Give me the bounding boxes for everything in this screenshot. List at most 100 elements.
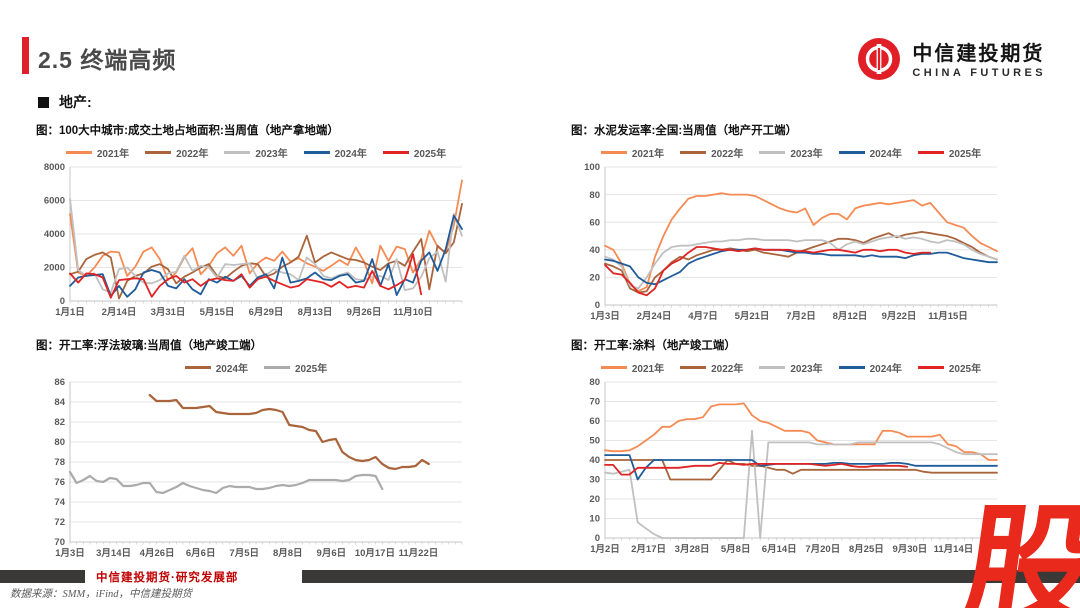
data-source-note: 数据来源：SMM，iFind，中信建投期货 [10,589,192,600]
logo-name-cn: 中信建投期货 [912,43,1045,66]
legend-swatch-icon [224,151,251,154]
legend-item: 2024年 [838,145,902,160]
square-bullet-icon [38,96,49,108]
svg-text:10: 10 [589,514,600,525]
svg-text:40: 40 [589,455,600,466]
legend-swatch-icon [917,366,944,369]
chart-title: 图：100大中城市:成交土地占地面积:当周值（地产拿地端） [36,125,339,137]
svg-text:82: 82 [54,417,65,428]
footer-department-label: 中信建投期货·研究发展部 [96,572,239,584]
svg-text:40: 40 [589,245,600,256]
svg-text:30: 30 [589,475,600,486]
legend-swatch-icon [145,151,172,154]
legend-item: 2024年 [303,145,367,160]
svg-text:11月14日: 11月14日 [934,544,974,555]
chart-coatings-operating-rate: 图：开工率:涂料（地产竣工端） 2021年 2022年 2023年 2024年 2025… [571,337,1011,560]
citic-logo-icon [856,36,902,87]
svg-text:0: 0 [595,300,600,311]
chart-float-glass-operating-rate: 图：开工率:浮法玻璃:当周值（地产竣工端） 2024年 2025年 70 72 74 7… [36,337,476,564]
svg-text:74: 74 [54,497,65,508]
legend-item: 2025年 [917,145,981,160]
svg-text:6月29日: 6月29日 [249,307,284,318]
svg-text:100: 100 [584,162,600,173]
legend-swatch-icon [759,366,786,369]
chart-cement-dispatch-rate: 图：水泥发运率:全国:当周值（地产开工端） 2021年 2022年 2023年 202… [571,122,1011,327]
svg-text:2月24日: 2月24日 [637,311,672,322]
chart-land-transactions: 图：100大中城市:成交土地占地面积:当周值（地产拿地端） 2021年 2022年… [36,122,476,323]
svg-text:80: 80 [589,190,600,201]
chart-title: 图：开工率:涂料（地产竣工端） [571,340,736,352]
svg-text:6000: 6000 [44,196,65,207]
legend-item: 2025年 [917,360,981,375]
chart-canvas: 0 10 20 30 40 50 60 70 80 1月2日 2月17日 3月28日 5月8日 6月14日… [589,377,998,555]
svg-text:80: 80 [54,437,65,448]
svg-text:4月7日: 4月7日 [688,311,718,322]
svg-text:3月14日: 3月14日 [96,548,131,559]
svg-text:5月21日: 5月21日 [735,311,770,322]
svg-text:2000: 2000 [44,263,65,274]
svg-text:9月22日: 9月22日 [882,311,917,322]
svg-text:7月2日: 7月2日 [786,311,816,322]
svg-text:0: 0 [595,533,600,544]
legend-item: 2023年 [759,360,823,375]
legend-swatch-icon [680,151,707,154]
footer-bar-right [302,570,1080,583]
svg-text:2月14日: 2月14日 [102,307,137,318]
svg-text:50: 50 [589,436,600,447]
chart-legend: 2021年 2022年 2023年 2024年 2025年 [571,360,1011,375]
svg-text:72: 72 [54,517,65,528]
svg-text:76: 76 [54,477,65,488]
svg-text:4000: 4000 [44,229,65,240]
svg-text:11月22日: 11月22日 [399,548,439,559]
legend-item: 2021年 [600,360,664,375]
footer-bar-left [0,570,85,583]
svg-text:11月15日: 11月15日 [928,311,968,322]
legend-swatch-icon [184,366,211,369]
chart-canvas: 70 72 74 76 78 80 82 84 86 1月3日 3月14日 4月26日 6月6日 7月5日… [54,377,463,559]
svg-text:80: 80 [589,377,600,388]
svg-text:60: 60 [589,416,600,427]
section-header: 地产: [38,92,92,112]
title-accent-bar [22,37,29,74]
svg-text:3月28日: 3月28日 [675,544,710,555]
legend-swatch-icon [382,151,409,154]
legend-item: 2023年 [759,145,823,160]
chart-legend: 2021年 2022年 2023年 2024年 2025年 [36,145,476,160]
svg-text:5月8日: 5月8日 [721,544,751,555]
chart-title: 图：水泥发运率:全国:当周值（地产开工端） [571,125,798,137]
legend-swatch-icon [917,151,944,154]
svg-text:7月20日: 7月20日 [805,544,840,555]
section-label: 地产: [59,94,92,110]
svg-text:10月17日: 10月17日 [355,548,395,559]
company-logo: 中信建投期货 CHINA FUTURES [856,36,1046,87]
svg-text:9月26日: 9月26日 [347,307,382,318]
legend-item: 2024年 [838,360,902,375]
svg-text:20: 20 [589,273,600,284]
svg-text:1月2日: 1月2日 [590,544,620,555]
legend-swatch-icon [759,151,786,154]
svg-text:2月17日: 2月17日 [631,544,666,555]
svg-text:4月26日: 4月26日 [140,548,175,559]
svg-text:8月12日: 8月12日 [833,311,868,322]
legend-swatch-icon [264,366,290,369]
logo-text: 中信建投期货 CHINA FUTURES [912,43,1046,79]
legend-item: 2022年 [680,145,743,160]
chart-title: 图：开工率:浮法玻璃:当周值（地产竣工端） [36,340,263,352]
legend-item: 2022年 [680,360,743,375]
page-title: 2.5 终端高频 [38,47,177,73]
svg-text:70: 70 [54,537,65,548]
legend-swatch-icon [838,366,865,369]
svg-text:7月5日: 7月5日 [229,548,259,559]
svg-text:8月13日: 8月13日 [298,307,333,318]
svg-text:5月15日: 5月15日 [200,307,235,318]
chart-legend: 2024年 2025年 [36,360,476,375]
legend-item: 2024年 [184,360,248,375]
svg-text:70: 70 [589,397,600,408]
svg-text:20: 20 [589,494,600,505]
svg-text:1月3日: 1月3日 [590,311,620,322]
svg-text:60: 60 [589,217,600,228]
legend-item: 2021年 [65,145,129,160]
chart-canvas: 0 2000 4000 6000 8000 1月1日 2月14日 3月31日 5月15日 6月29… [44,162,463,318]
svg-text:9月30日: 9月30日 [892,544,927,555]
